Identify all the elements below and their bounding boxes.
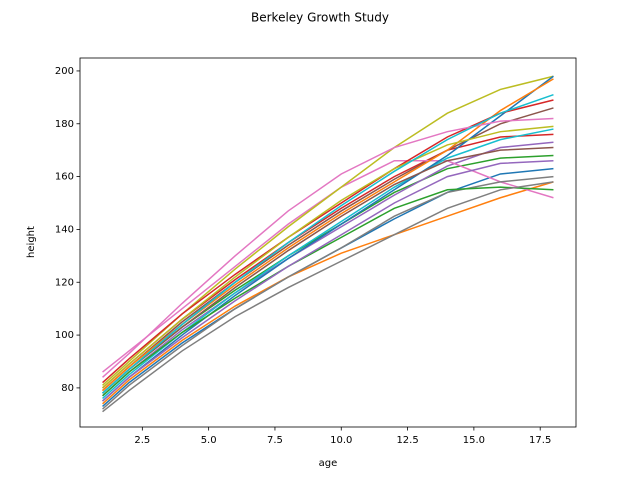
growth-line	[102, 75, 554, 386]
x-axis-label: age	[319, 458, 338, 469]
growth-line	[102, 128, 554, 400]
growth-line	[102, 107, 554, 392]
y-tick-label: 200	[55, 66, 74, 77]
plot-frame	[79, 57, 577, 428]
y-axis-label: height	[26, 226, 37, 258]
y-tick-label: 180	[55, 119, 74, 130]
y-tick-label: 120	[55, 277, 74, 288]
growth-line	[102, 181, 554, 405]
x-tick-label: 15.0	[463, 435, 485, 446]
growth-line	[102, 154, 554, 394]
y-tick-label: 80	[61, 383, 74, 394]
x-tick-label: 5.0	[201, 435, 217, 446]
y-tick-label: 140	[55, 224, 74, 235]
x-tick-label: 12.5	[396, 435, 418, 446]
growth-line	[102, 125, 554, 389]
growth-line	[102, 141, 554, 397]
growth-line	[102, 78, 554, 392]
growth-line	[102, 94, 554, 394]
growth-line	[102, 181, 554, 413]
x-tick-label: 10.0	[330, 435, 352, 446]
growth-line	[102, 160, 554, 373]
growth-line	[102, 75, 554, 402]
growth-line	[102, 167, 554, 407]
chart-title: Berkeley Growth Study	[251, 11, 389, 25]
growth-line	[102, 160, 554, 402]
x-tick-label: 7.5	[267, 435, 283, 446]
growth-line	[102, 99, 554, 384]
x-tick-label: 17.5	[529, 435, 551, 446]
growth-line	[102, 175, 554, 410]
growth-line	[102, 146, 554, 394]
growth-line	[102, 186, 554, 397]
y-tick-label: 160	[55, 172, 74, 183]
y-tick-label: 100	[55, 330, 74, 341]
x-tick-label: 2.5	[134, 435, 150, 446]
